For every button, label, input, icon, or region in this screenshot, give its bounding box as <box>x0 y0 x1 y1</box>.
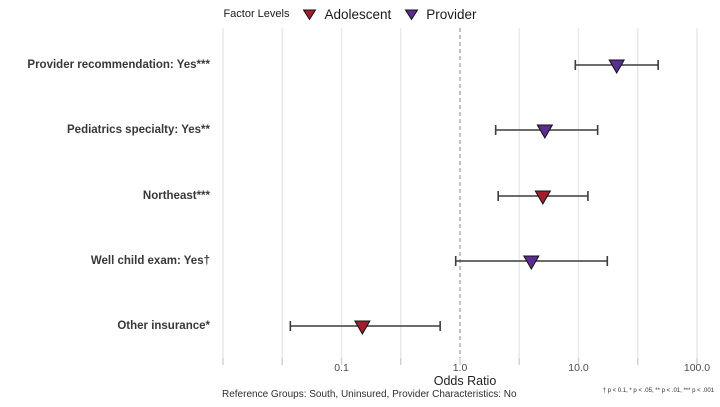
significance-note: † p < 0.1, * p < .05, ** p < .01, *** p … <box>602 388 714 394</box>
x-tick-label: 1.0 <box>453 362 468 374</box>
odds-ratio-marker <box>522 255 540 271</box>
x-tick-label: 100.0 <box>684 362 710 374</box>
legend-item-label: Provider <box>426 6 477 22</box>
x-tick-label: 10.0 <box>568 362 589 374</box>
odds-ratio-marker <box>608 59 626 75</box>
y-axis-label: Other insurance* <box>117 320 210 332</box>
x-axis-title: Odds Ratio <box>433 374 497 388</box>
legend-title: Factor Levels <box>223 8 290 20</box>
odds-ratio-marker <box>354 320 371 336</box>
provider-triangle-icon <box>404 9 419 20</box>
legend-item-provider: Provider <box>404 6 477 22</box>
y-axis-label: Provider recommendation: Yes*** <box>27 59 210 71</box>
odds-ratio-marker <box>536 124 554 140</box>
y-axis-label: Northeast*** <box>142 190 210 202</box>
reference-groups-note: Reference Groups: South, Uninsured, Prov… <box>222 389 517 400</box>
y-axis-label: Pediatrics specialty: Yes** <box>67 124 210 136</box>
x-tick-label: 0.1 <box>334 362 349 374</box>
legend-item-label: Adolescent <box>324 6 392 22</box>
odds-ratio-marker <box>534 190 552 206</box>
legend: Factor Levels Adolescent Provider <box>0 2 700 26</box>
legend-item-adolescent: Adolescent <box>302 7 391 22</box>
adolescent-triangle-icon <box>303 9 317 20</box>
y-axis-label: Well child exam: Yes† <box>90 255 210 267</box>
